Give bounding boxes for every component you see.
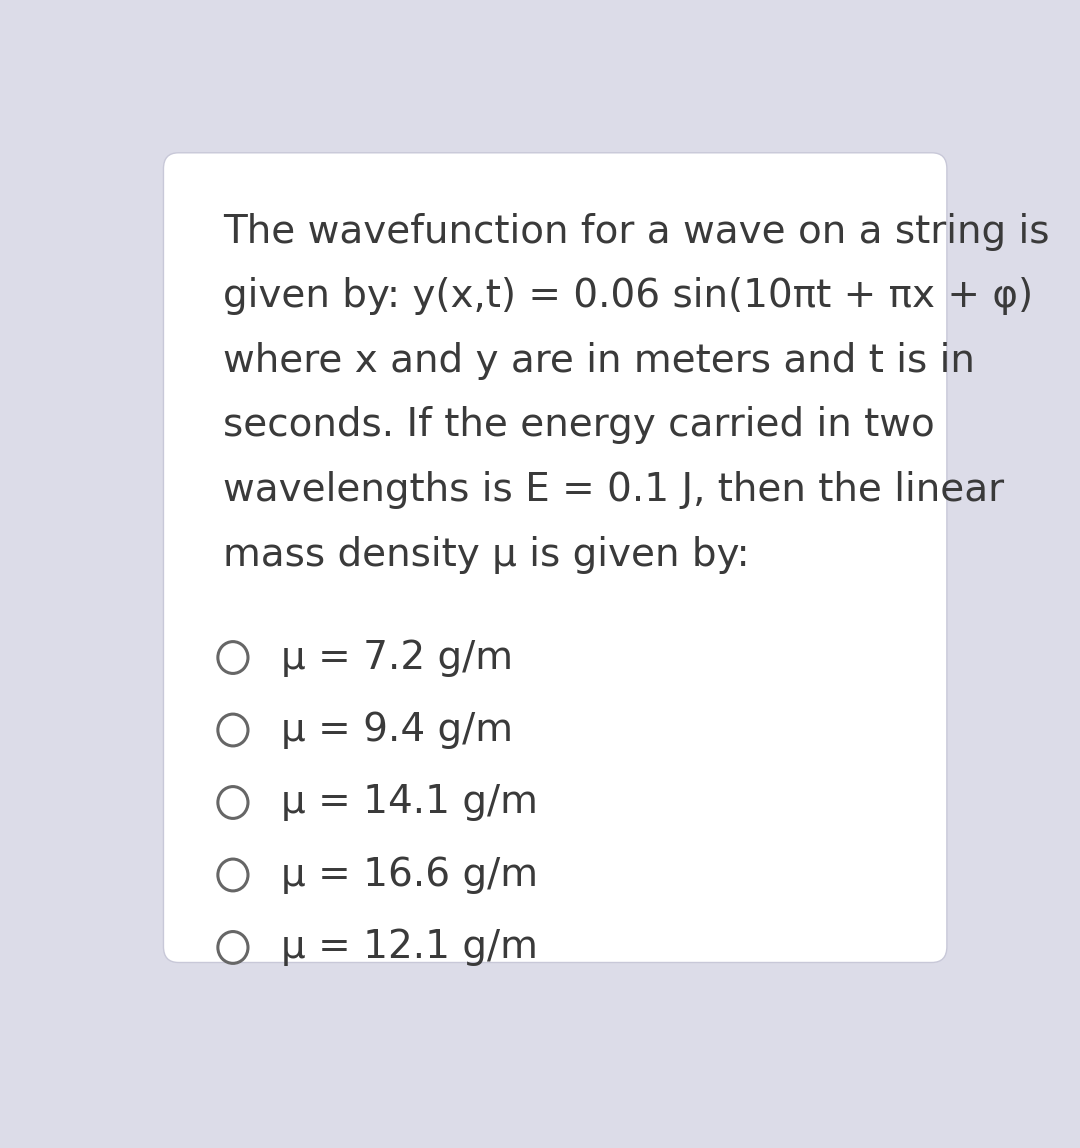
Text: μ = 9.4 g/m: μ = 9.4 g/m	[282, 711, 513, 748]
FancyBboxPatch shape	[163, 153, 947, 962]
Text: The wavefunction for a wave on a string is: The wavefunction for a wave on a string …	[222, 212, 1050, 251]
Text: seconds. If the energy carried in two: seconds. If the energy carried in two	[222, 406, 934, 444]
Text: μ = 14.1 g/m: μ = 14.1 g/m	[282, 783, 538, 822]
Text: mass density μ is given by:: mass density μ is given by:	[222, 535, 750, 574]
Text: wavelengths is E = 0.1 J, then the linear: wavelengths is E = 0.1 J, then the linea…	[222, 471, 1004, 509]
Text: μ = 7.2 g/m: μ = 7.2 g/m	[282, 638, 513, 676]
Text: μ = 16.6 g/m: μ = 16.6 g/m	[282, 856, 539, 894]
Text: μ = 12.1 g/m: μ = 12.1 g/m	[282, 929, 538, 967]
Text: where x and y are in meters and t is in: where x and y are in meters and t is in	[222, 342, 975, 380]
Text: given by: y(x,t) = 0.06 sin(10πt + πx + φ): given by: y(x,t) = 0.06 sin(10πt + πx + …	[222, 278, 1032, 316]
